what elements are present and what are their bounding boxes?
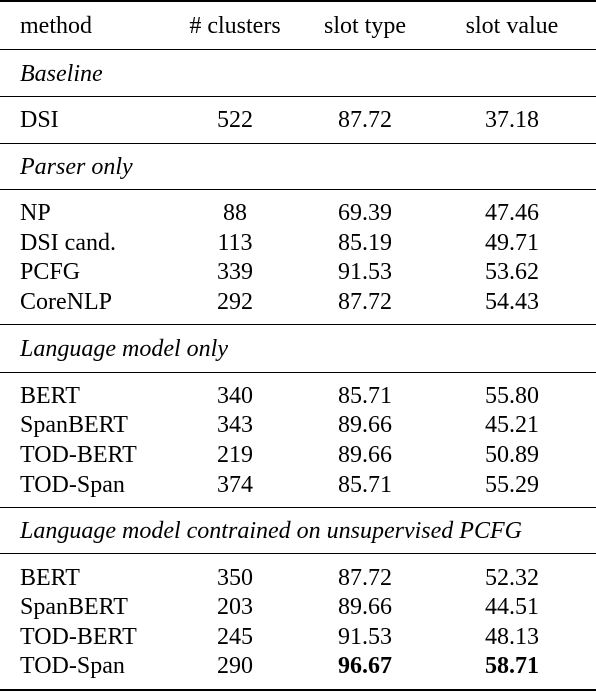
table-row: CoreNLP 292 87.72 54.43 <box>0 288 596 316</box>
section-rule <box>0 96 596 97</box>
cell-method: DSI <box>20 107 59 133</box>
cell-clusters: 203 <box>217 594 253 620</box>
cell-clusters: 522 <box>217 107 253 133</box>
cell-slot-type: 89.66 <box>338 412 392 438</box>
table-row: TOD-BERT 245 91.53 48.13 <box>0 623 596 651</box>
cell-slot-value: 47.46 <box>485 200 539 226</box>
cell-slot-value: 49.71 <box>485 230 539 256</box>
table-row: TOD-Span 290 96.67 58.71 <box>0 652 596 680</box>
table-row: SpanBERT 343 89.66 45.21 <box>0 411 596 439</box>
table-row: BERT 350 87.72 52.32 <box>0 564 596 592</box>
cell-slot-value: 37.18 <box>485 107 539 133</box>
cell-slot-type: 85.71 <box>338 472 392 498</box>
section-title: Parser only <box>20 154 133 180</box>
cell-slot-type: 85.71 <box>338 383 392 409</box>
top-rule <box>0 0 596 2</box>
cell-method: SpanBERT <box>20 594 128 620</box>
table-row: NP 88 69.39 47.46 <box>0 199 596 227</box>
header-rule <box>0 49 596 50</box>
cell-slot-type: 69.39 <box>338 200 392 226</box>
section-rule <box>0 324 596 325</box>
section-rule <box>0 189 596 190</box>
table-row: SpanBERT 203 89.66 44.51 <box>0 593 596 621</box>
section-title: Language model only <box>20 336 228 362</box>
cell-method: DSI cand. <box>20 230 116 256</box>
cell-slot-type: 89.66 <box>338 594 392 620</box>
cell-method: CoreNLP <box>20 289 112 315</box>
section-title: Language model contrained on unsupervise… <box>20 518 522 544</box>
header-clusters: # clusters <box>189 13 281 39</box>
section-rule <box>0 553 596 554</box>
cell-method: SpanBERT <box>20 412 128 438</box>
header-method: method <box>20 13 92 39</box>
cell-method: TOD-BERT <box>20 624 137 650</box>
table-row: BERT 340 85.71 55.80 <box>0 382 596 410</box>
cell-slot-value: 55.80 <box>485 383 539 409</box>
section-rule <box>0 143 596 144</box>
cell-clusters: 350 <box>217 565 253 591</box>
cell-method: TOD-Span <box>20 472 125 498</box>
cell-method: TOD-BERT <box>20 442 137 468</box>
cell-clusters: 292 <box>217 289 253 315</box>
table-row: PCFG 339 91.53 53.62 <box>0 258 596 286</box>
table-row: TOD-BERT 219 89.66 50.89 <box>0 441 596 469</box>
header-row: method # clusters slot type slot value <box>0 12 596 40</box>
cell-clusters: 374 <box>217 472 253 498</box>
cell-clusters: 340 <box>217 383 253 409</box>
cell-slot-type: 87.72 <box>338 565 392 591</box>
table-row: TOD-Span 374 85.71 55.29 <box>0 471 596 499</box>
cell-slot-type: 91.53 <box>338 624 392 650</box>
cell-slot-value: 55.29 <box>485 472 539 498</box>
header-slot-value: slot value <box>465 13 559 39</box>
table-row: DSI 522 87.72 37.18 <box>0 106 596 134</box>
section-rule <box>0 507 596 508</box>
cell-slot-value: 45.21 <box>485 412 539 438</box>
cell-slot-type: 85.19 <box>338 230 392 256</box>
cell-method: BERT <box>20 383 80 409</box>
cell-clusters: 245 <box>217 624 253 650</box>
section-rule <box>0 372 596 373</box>
cell-clusters: 113 <box>217 230 253 256</box>
cell-clusters: 290 <box>217 653 253 679</box>
cell-method: BERT <box>20 565 80 591</box>
cell-clusters: 219 <box>217 442 253 468</box>
table-row: DSI cand. 113 85.19 49.71 <box>0 229 596 257</box>
cell-slot-value: 53.62 <box>485 259 539 285</box>
cell-slot-value: 52.32 <box>485 565 539 591</box>
cell-slot-type: 87.72 <box>338 289 392 315</box>
cell-slot-value: 50.89 <box>485 442 539 468</box>
cell-slot-type-best: 96.67 <box>338 653 392 679</box>
cell-slot-value-best: 58.71 <box>485 653 539 679</box>
cell-slot-value: 54.43 <box>485 289 539 315</box>
bottom-rule <box>0 689 596 691</box>
cell-slot-value: 48.13 <box>485 624 539 650</box>
cell-slot-type: 91.53 <box>338 259 392 285</box>
cell-clusters: 339 <box>217 259 253 285</box>
cell-clusters: 343 <box>217 412 253 438</box>
cell-slot-type: 89.66 <box>338 442 392 468</box>
cell-clusters: 88 <box>223 200 247 226</box>
section-title: Baseline <box>20 61 103 87</box>
cell-slot-value: 44.51 <box>485 594 539 620</box>
cell-method: TOD-Span <box>20 653 125 679</box>
header-slot-type: slot type <box>324 13 406 39</box>
cell-method: PCFG <box>20 259 81 285</box>
cell-slot-type: 87.72 <box>338 107 392 133</box>
cell-method: NP <box>20 200 51 226</box>
